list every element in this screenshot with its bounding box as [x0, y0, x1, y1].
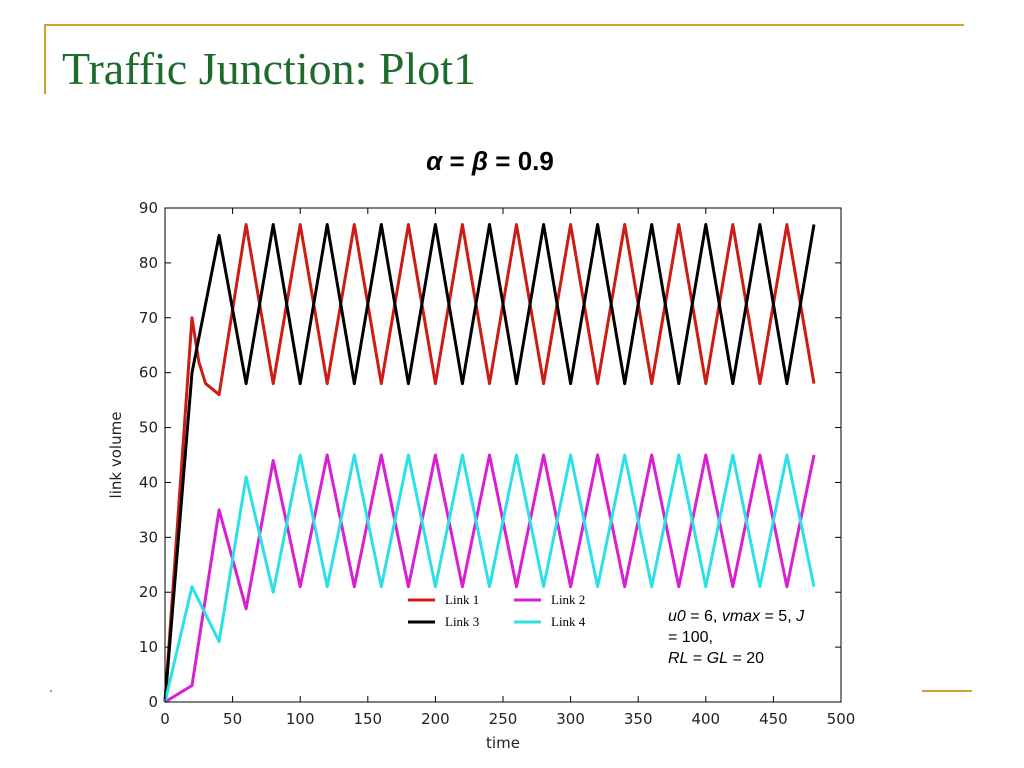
slide-title: Traffic Junction: Plot1 [62, 43, 477, 94]
slide-frame-left-line [44, 24, 46, 94]
y-tick-label: 80 [139, 254, 158, 272]
annot-J-val: = 100, [668, 629, 713, 646]
x-tick-label: 50 [223, 710, 242, 728]
annot-GL: GL [706, 650, 729, 667]
series-layer [163, 223, 816, 704]
beta-symbol: β [471, 146, 489, 176]
alpha-symbol: α [426, 146, 443, 176]
x-tick-label: 350 [624, 710, 653, 728]
slide-frame-top-line [44, 24, 964, 26]
y-tick-label: 50 [139, 419, 158, 437]
title-eq1: = [442, 146, 472, 176]
series-line-4 [163, 453, 816, 703]
slide-frame-bottom-mark [50, 690, 52, 692]
y-tick-label: 0 [148, 693, 158, 711]
x-tick-label: 200 [421, 710, 450, 728]
annot-RL: RL [668, 650, 689, 667]
x-tick-label: 400 [691, 710, 720, 728]
legend-label: Link 4 [551, 614, 586, 629]
annot-J: J [796, 608, 805, 625]
legend-label: Link 3 [445, 614, 479, 629]
title-eq2: = 0.9 [488, 146, 554, 176]
y-tick-label: 10 [139, 638, 158, 656]
y-tick-label: 60 [139, 364, 158, 382]
series-line-3 [163, 223, 816, 703]
x-tick-label: 0 [160, 710, 170, 728]
annot-mid: = [688, 650, 707, 667]
y-tick-label: 40 [139, 473, 158, 491]
parameter-annotation: u0 = 6, vmax = 5, J = 100, RL = GL = 20 [668, 606, 808, 669]
y-axis-label: link volume [107, 412, 125, 499]
annot-vmax-val: = 5, [760, 608, 797, 625]
slide-frame-bottom-line [922, 690, 972, 692]
y-tick-label: 90 [139, 199, 158, 217]
legend-label: Link 2 [551, 592, 585, 607]
legend-label: Link 1 [445, 592, 479, 607]
y-tick-label: 70 [139, 309, 158, 327]
y-tick-label: 20 [139, 583, 158, 601]
annot-GL-val: = 20 [728, 650, 765, 667]
x-tick-label: 300 [556, 710, 585, 728]
x-tick-label: 450 [759, 710, 788, 728]
x-tick-label: 500 [827, 710, 856, 728]
x-tick-label: 100 [286, 710, 315, 728]
y-tick-label: 30 [139, 528, 158, 546]
x-tick-label: 250 [489, 710, 518, 728]
annot-vmax: vmax [721, 608, 761, 625]
annot-u0: u0 [668, 608, 686, 625]
x-axis-label: time [486, 734, 520, 752]
series-line-2 [164, 453, 816, 704]
series-line-1 [163, 223, 816, 703]
legend: Link 1 Link 2 Link 3 Link 4 [408, 592, 586, 629]
chart-title: α = β = 0.9 [330, 146, 650, 177]
tick-layer: 0 50 100 150 200 250 300 350 400 450 500 0 10 20 30 40 5… [139, 199, 855, 728]
annot-u0-val: = 6, [685, 608, 722, 625]
x-tick-label: 150 [353, 710, 382, 728]
